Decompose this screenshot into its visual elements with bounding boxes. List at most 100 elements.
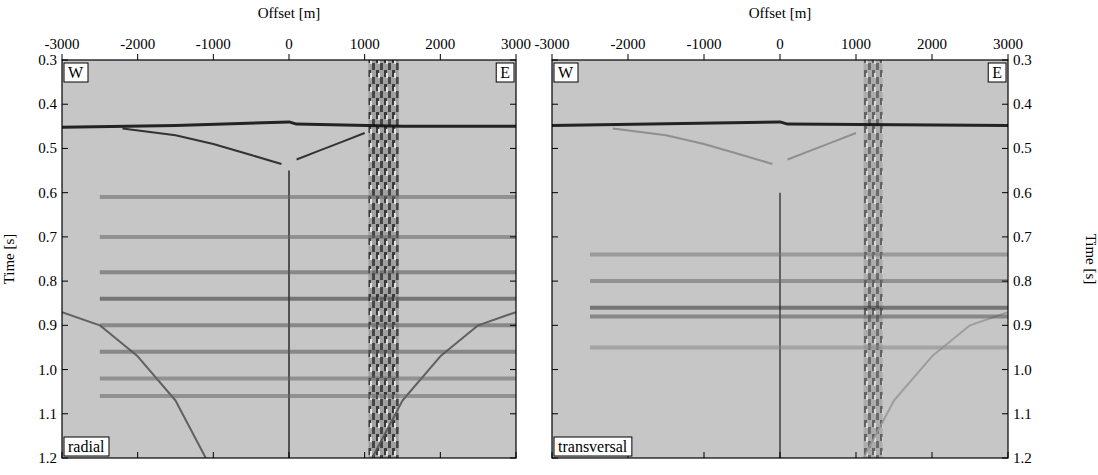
y-tick bbox=[62, 148, 68, 149]
seismic-event bbox=[613, 129, 773, 164]
x-tick-label: -3000 bbox=[535, 36, 570, 52]
y-tick-label: 0.9 bbox=[1013, 317, 1032, 333]
x-tick-label: 1000 bbox=[841, 36, 871, 52]
x-tick bbox=[704, 54, 705, 60]
frame bbox=[62, 60, 516, 458]
seismic-event bbox=[100, 270, 516, 274]
x-tick bbox=[780, 54, 781, 60]
direction-label-box bbox=[554, 63, 578, 82]
seismic-event bbox=[100, 195, 516, 199]
y-tick bbox=[62, 325, 68, 326]
panel-title-box bbox=[64, 437, 109, 456]
y-tick bbox=[1002, 458, 1008, 459]
x-tick bbox=[1008, 54, 1009, 60]
y-tick-label: 0.5 bbox=[38, 140, 57, 156]
y-tick bbox=[510, 281, 516, 282]
direction-label: W bbox=[558, 64, 574, 81]
y-tick bbox=[62, 281, 68, 282]
noise-band bbox=[864, 60, 883, 458]
y-tick-label: 1.1 bbox=[38, 406, 57, 422]
seismic-event bbox=[590, 345, 1008, 349]
panel-title: radial bbox=[68, 438, 105, 455]
y-tick-label: 0.8 bbox=[1013, 273, 1032, 289]
y-tick bbox=[62, 192, 68, 193]
y-tick bbox=[1002, 369, 1008, 370]
y-tick bbox=[510, 369, 516, 370]
plot-area bbox=[62, 60, 516, 458]
seismic-event bbox=[123, 129, 282, 164]
seismic-event bbox=[297, 133, 365, 160]
seismic-event bbox=[100, 235, 516, 239]
y-tick-label: 1.2 bbox=[1013, 450, 1032, 466]
y-tick-label: 0.7 bbox=[38, 229, 57, 245]
x-tick bbox=[213, 452, 214, 458]
x-tick bbox=[1008, 452, 1009, 458]
y-tick-label: 0.3 bbox=[38, 52, 57, 68]
y-tick-label: 0.5 bbox=[1013, 140, 1032, 156]
x-tick-label: 3000 bbox=[501, 36, 531, 52]
panel-title: transversal bbox=[558, 438, 628, 455]
seismic-event bbox=[100, 297, 516, 301]
x-tick bbox=[932, 452, 933, 458]
x-tick bbox=[289, 452, 290, 458]
x-tick-label: 0 bbox=[285, 36, 293, 52]
y-tick-label: 0.7 bbox=[1013, 229, 1032, 245]
y-tick-label: 1.0 bbox=[1013, 362, 1032, 378]
y-tick bbox=[62, 413, 68, 414]
y-tick-label: 1.1 bbox=[1013, 406, 1032, 422]
y-tick bbox=[510, 192, 516, 193]
y-axis-title: Time [s] bbox=[1083, 234, 1098, 285]
x-tick bbox=[137, 54, 138, 60]
direction-label-box bbox=[64, 63, 88, 82]
x-tick-label: 2000 bbox=[425, 36, 455, 52]
x-tick-label: 1000 bbox=[350, 36, 380, 52]
y-tick bbox=[62, 369, 68, 370]
seismic-event bbox=[372, 312, 516, 458]
y-tick bbox=[552, 458, 558, 459]
seismic-event bbox=[288, 171, 290, 458]
y-tick bbox=[510, 325, 516, 326]
data-layer bbox=[62, 60, 516, 458]
x-axis-title: Offset [m] bbox=[749, 5, 812, 21]
seismic-event bbox=[62, 312, 206, 458]
y-tick bbox=[62, 236, 68, 237]
direction-label: E bbox=[992, 64, 1002, 81]
y-tick bbox=[552, 325, 558, 326]
x-tick bbox=[780, 452, 781, 458]
direction-label: W bbox=[68, 64, 84, 81]
x-tick bbox=[516, 54, 517, 60]
x-tick-label: 3000 bbox=[993, 36, 1023, 52]
x-tick bbox=[552, 54, 553, 60]
seismic-event bbox=[590, 279, 1008, 283]
frame bbox=[552, 60, 1008, 458]
y-tick bbox=[62, 60, 68, 61]
x-tick bbox=[552, 452, 553, 458]
x-tick bbox=[289, 54, 290, 60]
noise-band bbox=[368, 60, 398, 458]
y-tick bbox=[510, 236, 516, 237]
x-tick bbox=[364, 54, 365, 60]
x-tick bbox=[364, 452, 365, 458]
x-tick bbox=[62, 54, 63, 60]
seismic-event bbox=[779, 193, 781, 458]
y-tick-label: 0.6 bbox=[38, 185, 57, 201]
y-tick bbox=[1002, 60, 1008, 61]
seismic-event bbox=[590, 306, 1008, 310]
figure: -3000-2000-10000100020003000Offset [m]0.… bbox=[0, 0, 1098, 475]
seismic-event bbox=[590, 314, 1008, 318]
y-tick bbox=[552, 413, 558, 414]
y-tick-label: 0.3 bbox=[1013, 52, 1032, 68]
x-tick-label: -3000 bbox=[45, 36, 80, 52]
plot-area bbox=[552, 60, 1008, 458]
seismic-event bbox=[100, 350, 516, 354]
y-tick-label: 0.4 bbox=[38, 96, 57, 112]
y-axis-title: Time [s] bbox=[1, 234, 17, 285]
seismic-event bbox=[100, 323, 516, 327]
y-tick bbox=[552, 281, 558, 282]
x-tick bbox=[62, 452, 63, 458]
x-tick bbox=[628, 54, 629, 60]
y-tick bbox=[1002, 192, 1008, 193]
x-tick bbox=[516, 452, 517, 458]
x-tick-label: 0 bbox=[776, 36, 784, 52]
panel-title-box bbox=[554, 437, 632, 456]
